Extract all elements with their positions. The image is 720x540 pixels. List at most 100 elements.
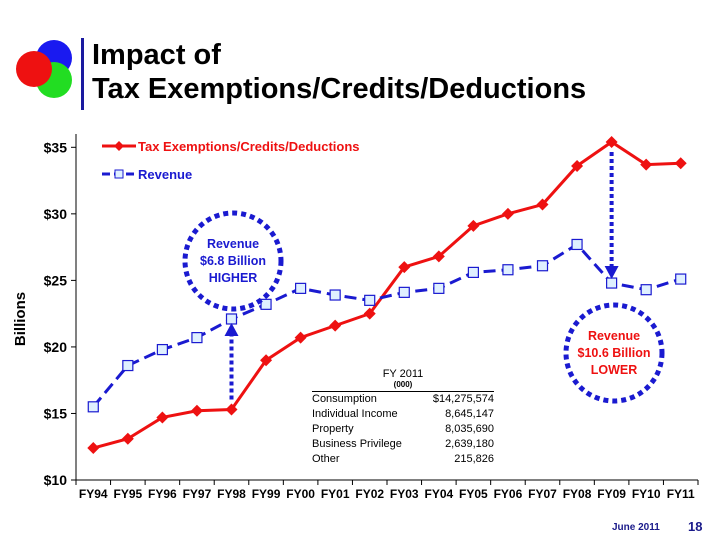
x-tick-label: FY00 [286,487,315,501]
series-1-point [467,219,480,232]
annotation-text-higher: $6.8 Billion [200,254,266,268]
x-tick-label: FY94 [79,487,108,501]
y-tick-label: $10 [44,472,68,488]
table-row: Property 8,035,690 [312,422,494,437]
table-row-value: 8,035,690 [445,423,494,435]
annotation-text-higher: HIGHER [209,271,258,285]
series-1-point [121,432,134,445]
series-2-point [606,277,618,289]
x-tick-label: FY09 [597,487,626,501]
series-1-point [674,157,687,170]
x-tick-label: FY97 [183,487,212,501]
annotation-arrow-head [604,266,619,280]
table-row: Other 215,826 [312,452,494,467]
x-tick-label: FY08 [563,487,592,501]
series-1-point [432,250,445,263]
series-2-point [364,294,376,306]
table-row-label: Other [312,453,340,465]
series-2-point [467,266,479,278]
table-row-label: Property [312,423,354,435]
x-tick-label: FY11 [667,487,695,501]
x-tick-label: FY02 [355,487,384,501]
x-tick-label: FY01 [321,487,350,501]
series-2-point [225,313,238,325]
series-1-point [156,411,169,424]
x-tick-label: FY96 [148,487,177,501]
annotation-text-lower: LOWER [591,363,638,377]
title-accent-bar [81,38,84,110]
table-body: Consumption $14,275,574 Individual Income 8… [312,391,494,467]
annotation-text-lower: Revenue [588,329,640,343]
series-1-point [260,354,273,367]
logo-red-circle [16,51,52,87]
x-tick-label: FY05 [459,487,488,501]
series-line-1 [92,140,681,450]
series-1-point [640,158,653,171]
x-tick-label: FY10 [632,487,661,501]
y-tick-label: $30 [44,206,68,222]
series-line-2 [92,242,682,408]
series-1-point [363,307,376,320]
annotation-ring-higher [182,210,284,312]
table-row-value: 8,645,147 [445,408,494,420]
x-tick-label: FY03 [390,487,419,501]
table-row: Consumption $14,275,574 [312,392,494,408]
series-2-point [502,264,514,276]
legend-label-1: Tax Exemptions/Credits/Deductions [138,139,360,154]
table-unit: (000) [393,380,413,389]
x-tick-label: FY99 [252,487,281,501]
table-row-value: 215,826 [454,453,494,465]
x-tick-label: FY06 [494,487,523,501]
y-tick-label: $25 [44,272,68,288]
slide-title-line-2: Tax Exemptions/Credits/Deductions [92,73,587,105]
series-2-point [536,260,549,272]
series-2-point [398,286,410,298]
series-1-point [329,319,342,332]
table-row-value: 2,639,180 [445,438,494,450]
y-tick-label: $35 [44,139,68,155]
x-tick-label: FY95 [113,487,142,501]
fy2011-breakdown-table: FY 2011 (000) Consumption $14,275,574 Indi… [312,368,494,467]
series-1-point [571,159,584,172]
series-1-point [190,404,203,417]
table-row: Individual Income 8,645,147 [312,407,494,422]
series-2-point [156,343,168,356]
series-1-point [398,261,411,274]
legend-marker-1 [114,141,124,151]
series-1-point [294,331,307,344]
x-tick-label: FY04 [424,487,453,501]
legend-marker-2 [114,169,124,179]
tri-circle-logo [16,40,72,98]
series-2-point [640,284,652,296]
table-title: FY 2011 [382,368,424,380]
table-row: Business Privilege 2,639,180 [312,437,494,452]
series-1-point [536,198,549,211]
annotation-text-higher: Revenue [207,237,259,251]
series-2-point [329,289,341,301]
series-2-point [87,401,99,413]
x-tick-label: FY07 [528,487,557,501]
page-number: 18 [688,519,703,534]
annotation-text-lower: $10.6 Billion [578,346,651,360]
series-2-point [122,359,134,372]
y-axis-title: Billions [12,292,29,346]
x-tick-label: FY98 [217,487,246,501]
table-row-label: Business Privilege [312,438,402,450]
series-2-point [191,332,203,344]
table-row-label: Individual Income [312,408,398,420]
series-2-point [571,238,583,251]
annotation-arrow-head [224,322,239,336]
series-2-point [675,273,687,285]
slide-title-line-1: Impact of [92,39,221,71]
footer-date: June 2011 [612,522,660,533]
series-1-point [225,403,238,416]
series-2-point [260,298,272,310]
legend-label-2: Revenue [138,167,192,182]
y-tick-label: $15 [44,405,68,421]
series-1-point [605,135,618,148]
table-row-value: $14,275,574 [432,393,494,405]
series-1-point [501,207,514,220]
table-row-label: Consumption [312,393,377,405]
series-2-point [295,282,307,294]
